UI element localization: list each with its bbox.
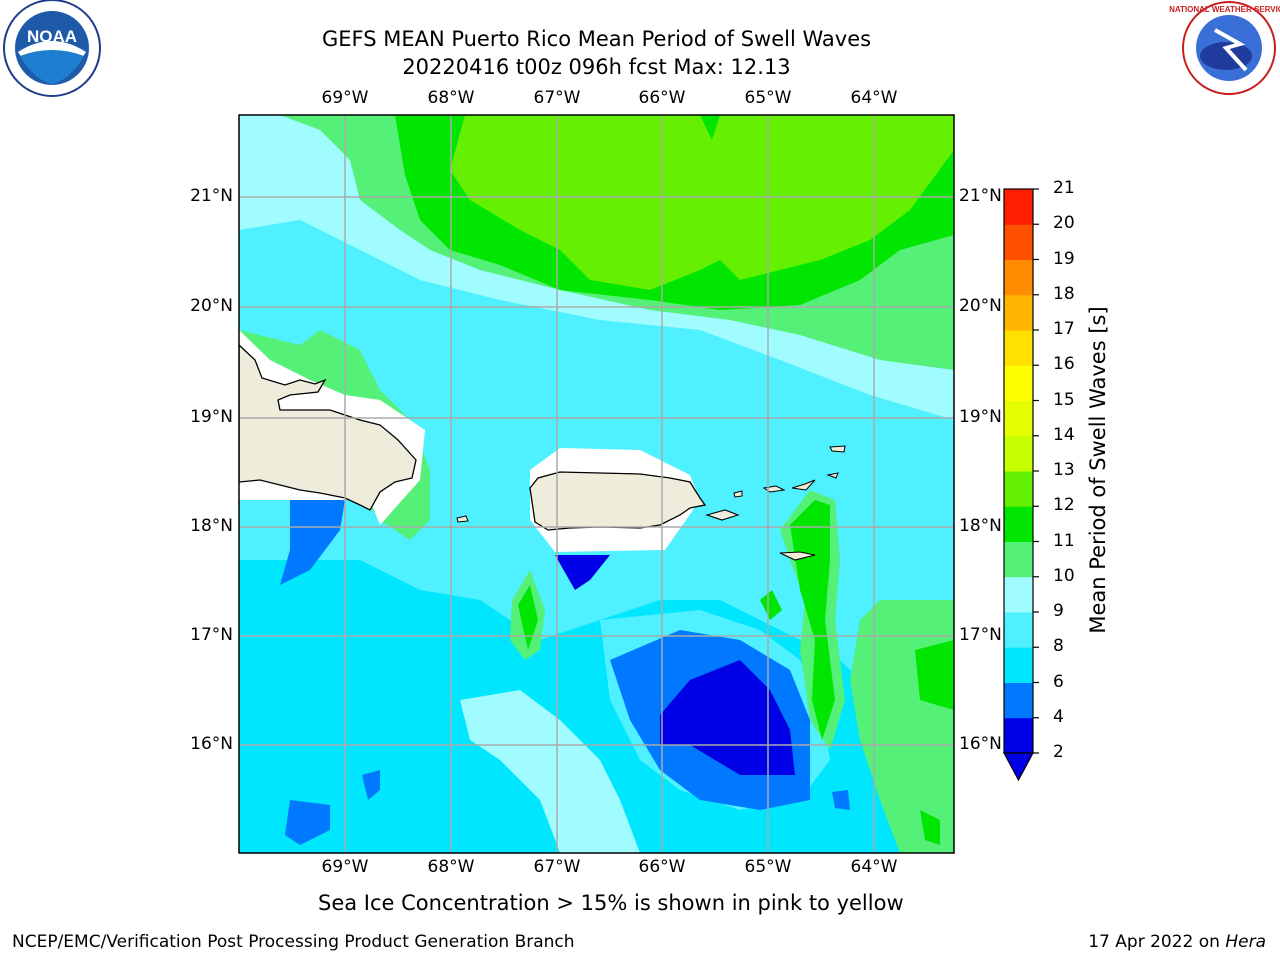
lat-label-right: 18°N <box>959 516 1002 536</box>
lon-label-top: 68°W <box>427 88 475 108</box>
colorbar-segment <box>1004 259 1033 296</box>
lon-label-top: 67°W <box>533 88 581 108</box>
colorbar-segment <box>1004 612 1033 648</box>
footer-date: 17 Apr 2022 on Hera <box>1088 932 1266 952</box>
noaa-logo: NOAA <box>3 0 101 97</box>
colorbar-tick-label: 20 <box>1053 213 1075 234</box>
colorbar-tick-label: 11 <box>1053 530 1075 551</box>
colorbar-segment <box>1004 506 1033 542</box>
lon-label-bottom: 66°W <box>638 857 686 877</box>
colorbar-title: Mean Period of Swell Waves [s] <box>1086 306 1110 634</box>
colorbar-segment <box>1004 717 1033 754</box>
colorbar-segment <box>1004 189 1033 225</box>
colorbar-tick-label: 15 <box>1053 389 1075 410</box>
lat-label-left: 19°N <box>190 407 233 427</box>
colorbar-segment <box>1004 541 1033 578</box>
colorbar-tick-label: 4 <box>1053 706 1064 727</box>
chart-title: GEFS MEAN Puerto Rico Mean Period of Swe… <box>321 27 872 51</box>
colorbar-tick-label: 16 <box>1053 354 1075 375</box>
colorbar-tick-label: 18 <box>1053 283 1075 304</box>
colorbar <box>1002 188 1039 782</box>
colorbar-tick-label: 8 <box>1053 636 1064 657</box>
colorbar-segment <box>1004 330 1033 366</box>
lat-label-left: 21°N <box>190 186 233 206</box>
colorbar-segment <box>1004 576 1033 613</box>
lat-label-left: 16°N <box>190 734 233 754</box>
lat-label-right: 20°N <box>959 296 1002 316</box>
lon-label-top: 65°W <box>744 88 792 108</box>
colorbar-tick-label: 21 <box>1053 178 1075 198</box>
lat-label-right: 16°N <box>959 734 1002 754</box>
colorbar-segment <box>1004 294 1033 331</box>
colorbar-segment <box>1004 682 1033 719</box>
lon-label-bottom: 65°W <box>744 857 792 877</box>
map-frame <box>238 114 955 854</box>
swell-period-field <box>239 115 954 853</box>
colorbar-tick-label: 9 <box>1053 601 1064 621</box>
lon-label-bottom: 68°W <box>427 857 475 877</box>
colorbar-tick-label: 14 <box>1053 424 1075 445</box>
lon-label-top: 64°W <box>850 88 898 108</box>
lon-label-bottom: 67°W <box>533 857 581 877</box>
colorbar-segment <box>1004 647 1033 683</box>
colorbar-segment <box>1004 224 1033 260</box>
colorbar-segment <box>1004 400 1033 437</box>
lat-label-right: 17°N <box>959 625 1002 645</box>
lon-label-bottom: 69°W <box>321 857 369 877</box>
sea-ice-note: Sea Ice Concentration > 15% is shown in … <box>318 891 904 915</box>
colorbar-segment <box>1004 471 1033 507</box>
noaa-logo-text: NOAA <box>27 27 77 46</box>
nws-logo: NATIONAL WEATHER SERVICE <box>1169 1 1280 95</box>
nws-logo-text: NATIONAL WEATHER SERVICE <box>1169 5 1280 14</box>
footer-credit: NCEP/EMC/Verification Post Processing Pr… <box>12 932 575 952</box>
colorbar-tick-label: 19 <box>1053 248 1075 269</box>
lon-label-top: 66°W <box>638 88 686 108</box>
footer-host: Hera <box>1225 932 1266 952</box>
colorbar-extend-triangle <box>1002 752 1035 782</box>
colorbar-tick-label: 17 <box>1053 319 1075 339</box>
colorbar-tick-label: 2 <box>1053 742 1064 762</box>
colorbar-segment <box>1004 435 1033 472</box>
lat-label-right: 21°N <box>959 186 1002 206</box>
lon-label-bottom: 64°W <box>850 857 898 877</box>
lon-label-top: 69°W <box>321 88 369 108</box>
colorbar-segment <box>1004 365 1033 401</box>
lat-label-left: 18°N <box>190 516 233 536</box>
colorbar-tick-label: 12 <box>1053 495 1075 516</box>
graticule <box>239 115 954 853</box>
colorbar-tick-label: 13 <box>1053 460 1075 480</box>
lat-label-right: 19°N <box>959 407 1002 427</box>
footer-date-text: 17 Apr 2022 on <box>1088 932 1226 952</box>
lat-label-left: 17°N <box>190 625 233 645</box>
colorbar-tick-label: 10 <box>1053 565 1075 586</box>
chart-subtitle: 20220416 t00z 096h fcst Max: 12.13 <box>402 55 791 79</box>
lat-label-left: 20°N <box>190 296 233 316</box>
colorbar-tick-label: 6 <box>1053 671 1064 692</box>
